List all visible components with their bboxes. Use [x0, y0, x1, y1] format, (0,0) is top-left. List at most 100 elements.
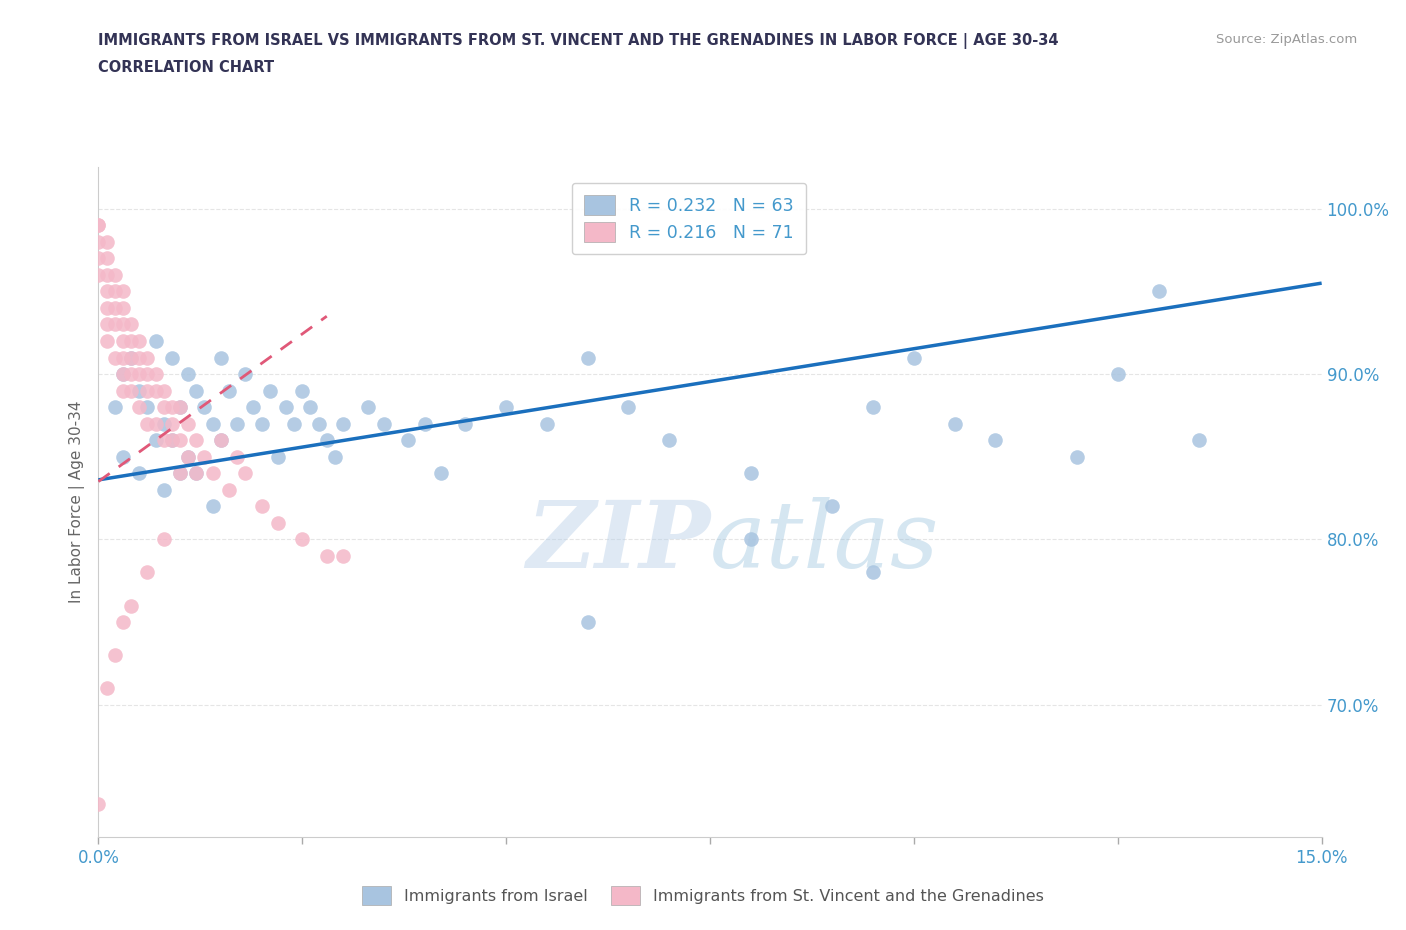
Point [315, 549, 337, 564]
Point [186, 432, 208, 447]
Point [226, 417, 249, 432]
Point [299, 400, 322, 415]
Point [120, 366, 142, 381]
Point [332, 549, 354, 564]
Point [315, 432, 337, 447]
Point [152, 483, 174, 498]
Point [160, 432, 183, 447]
Point [169, 466, 191, 481]
Point [226, 449, 249, 464]
Point [87, 796, 110, 811]
Point [242, 400, 264, 415]
Point [373, 417, 395, 432]
Point [177, 366, 200, 381]
Point [218, 483, 240, 498]
Point [495, 400, 517, 415]
Point [740, 466, 762, 481]
Point [177, 417, 200, 432]
Point [120, 350, 142, 365]
Point [87, 218, 110, 232]
Point [862, 400, 884, 415]
Point [209, 432, 232, 447]
Point [128, 466, 150, 481]
Point [160, 350, 183, 365]
Point [169, 466, 191, 481]
Point [160, 400, 183, 415]
Point [169, 432, 191, 447]
Point [136, 565, 159, 580]
Point [96, 317, 118, 332]
Text: Source: ZipAtlas.com: Source: ZipAtlas.com [1216, 33, 1357, 46]
Point [111, 334, 134, 349]
Point [120, 383, 142, 398]
Point [283, 417, 305, 432]
Point [96, 300, 118, 315]
Point [250, 417, 273, 432]
Point [87, 268, 110, 283]
Point [145, 383, 167, 398]
Point [332, 417, 354, 432]
Point [186, 466, 208, 481]
Point [145, 334, 167, 349]
Point [152, 400, 174, 415]
Point [267, 515, 290, 530]
Point [120, 350, 142, 365]
Point [308, 417, 330, 432]
Point [96, 251, 118, 266]
Point [111, 300, 134, 315]
Point [291, 383, 314, 398]
Point [160, 417, 183, 432]
Point [201, 417, 224, 432]
Point [201, 498, 224, 513]
Point [177, 449, 200, 464]
Point [128, 334, 150, 349]
Point [186, 383, 208, 398]
Point [152, 532, 174, 547]
Point [104, 317, 127, 332]
Point [274, 400, 297, 415]
Point [233, 366, 256, 381]
Text: ZIP: ZIP [526, 498, 710, 588]
Point [128, 383, 150, 398]
Point [259, 383, 281, 398]
Point [903, 350, 925, 365]
Point [111, 449, 134, 464]
Point [1147, 284, 1170, 299]
Point [87, 234, 110, 249]
Legend: R = 0.232   N = 63, R = 0.216   N = 71: R = 0.232 N = 63, R = 0.216 N = 71 [572, 183, 806, 254]
Point [152, 383, 174, 398]
Point [111, 615, 134, 630]
Point [576, 350, 599, 365]
Point [87, 218, 110, 232]
Point [111, 284, 134, 299]
Text: CORRELATION CHART: CORRELATION CHART [98, 60, 274, 75]
Point [193, 449, 215, 464]
Point [96, 681, 118, 696]
Point [984, 432, 1007, 447]
Point [356, 400, 378, 415]
Point [536, 417, 558, 432]
Point [152, 432, 174, 447]
Point [111, 366, 134, 381]
Point [1188, 432, 1211, 447]
Point [104, 284, 127, 299]
Point [120, 334, 142, 349]
Point [186, 466, 208, 481]
Point [169, 400, 191, 415]
Point [862, 565, 884, 580]
Point [177, 449, 200, 464]
Point [136, 417, 159, 432]
Point [111, 383, 134, 398]
Point [120, 317, 142, 332]
Point [740, 532, 762, 547]
Point [233, 466, 256, 481]
Point [145, 432, 167, 447]
Point [104, 647, 127, 662]
Point [111, 350, 134, 365]
Point [128, 350, 150, 365]
Point [104, 268, 127, 283]
Point [136, 383, 159, 398]
Point [943, 417, 966, 432]
Point [1066, 449, 1088, 464]
Point [87, 251, 110, 266]
